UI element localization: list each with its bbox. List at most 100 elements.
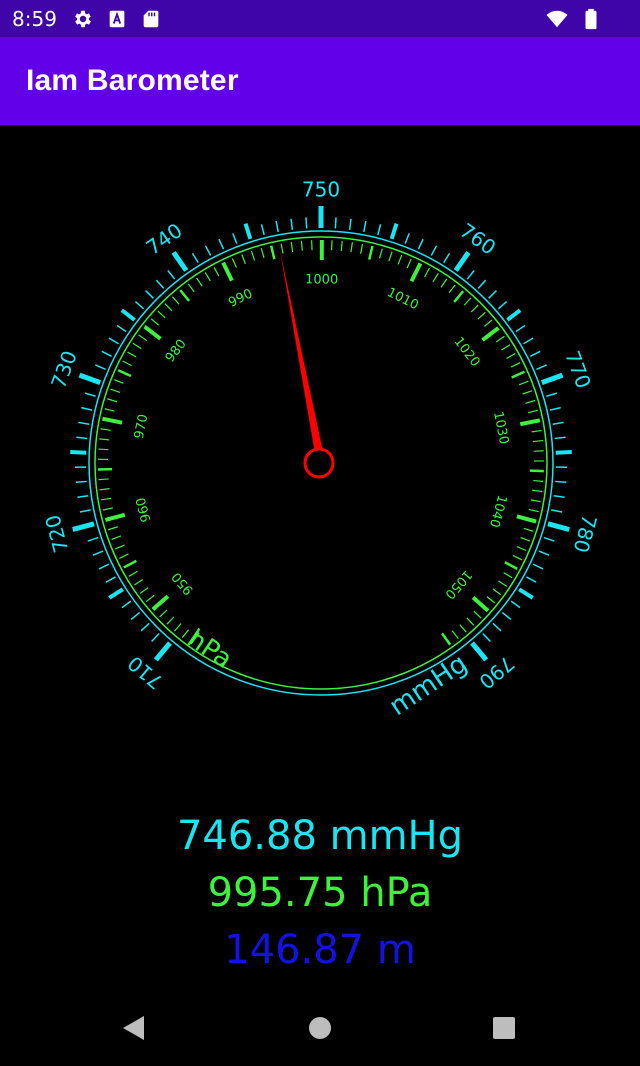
hpa-tick bbox=[424, 267, 430, 278]
hpa-tick-label: 980 bbox=[163, 337, 190, 366]
mmhg-tick bbox=[232, 233, 238, 244]
mmhg-tick bbox=[305, 217, 308, 229]
hpa-tick bbox=[512, 554, 523, 561]
hpa-tick bbox=[525, 399, 536, 404]
hpa-tick bbox=[102, 416, 123, 425]
hpa-tick-label: 990 bbox=[226, 286, 255, 310]
hpa-tick bbox=[368, 245, 374, 260]
hpa-tick bbox=[492, 588, 502, 596]
hpa-tick bbox=[484, 319, 493, 327]
mmhg-tick bbox=[492, 622, 502, 632]
home-icon[interactable] bbox=[302, 1010, 338, 1046]
hpa-tick bbox=[151, 594, 170, 611]
mmhg-tick bbox=[555, 480, 567, 484]
battery-icon bbox=[585, 8, 597, 30]
mmhg-tick bbox=[540, 372, 564, 385]
mmhg-tick bbox=[348, 218, 352, 230]
mmhg-tick bbox=[538, 550, 550, 556]
mmhg-tick bbox=[76, 436, 88, 440]
mmhg-tick bbox=[552, 421, 564, 425]
hpa-tick bbox=[99, 488, 110, 491]
mmhg-tick bbox=[95, 364, 106, 370]
hpa-unit-label: hPa bbox=[182, 624, 238, 675]
mmhg-tick bbox=[482, 632, 491, 642]
mmhg-tick bbox=[78, 372, 102, 385]
mmhg-tick bbox=[477, 279, 487, 289]
mmhg-tick-label: 770 bbox=[560, 347, 596, 391]
needle-hub bbox=[303, 447, 335, 479]
mmhg-tick bbox=[70, 450, 87, 455]
hpa-tick bbox=[98, 448, 109, 451]
hpa-tick bbox=[164, 303, 173, 312]
hpa-tick bbox=[432, 272, 439, 283]
hpa-tick bbox=[181, 629, 190, 639]
mmhg-tick bbox=[92, 550, 104, 556]
hpa-tick bbox=[157, 310, 166, 319]
mmhg-tick bbox=[77, 494, 89, 498]
hpa-tick bbox=[532, 439, 543, 443]
wifi-icon bbox=[546, 10, 568, 28]
hpa-tick bbox=[528, 508, 539, 513]
hpa-tick bbox=[530, 499, 541, 503]
hpa-tick bbox=[150, 318, 160, 326]
hpa-tick bbox=[189, 631, 200, 645]
hpa-tick bbox=[221, 261, 234, 282]
hpa-tick bbox=[533, 479, 544, 482]
hpa-tick bbox=[470, 304, 479, 313]
hpa-tick bbox=[471, 595, 490, 613]
mmhg-tick bbox=[101, 350, 112, 357]
hpa-tick bbox=[123, 559, 137, 569]
mmhg-tick bbox=[551, 509, 563, 513]
hpa-tick-label: 1050 bbox=[442, 567, 475, 602]
hpa-tick bbox=[495, 335, 505, 343]
hpa-tick bbox=[448, 284, 456, 294]
hpa-tick bbox=[504, 561, 518, 570]
mmhg-tick bbox=[497, 301, 508, 310]
hpa-tick bbox=[99, 438, 110, 441]
mmhg-tick bbox=[81, 406, 93, 411]
hpa-tick bbox=[166, 616, 175, 625]
mmhg-tick bbox=[260, 224, 265, 236]
hpa-tick bbox=[100, 428, 111, 431]
mmhg-tick bbox=[167, 270, 176, 280]
mmhg-tick bbox=[506, 308, 522, 322]
hpa-tick bbox=[397, 254, 403, 265]
mmhg-tick bbox=[488, 290, 497, 299]
pressure-needle bbox=[279, 248, 323, 450]
recents-icon[interactable] bbox=[486, 1010, 522, 1046]
hpa-tick bbox=[280, 243, 284, 254]
hpa-tick-label: 970 bbox=[132, 413, 152, 440]
hpa-tick bbox=[213, 267, 220, 277]
mmhg-tick bbox=[98, 563, 110, 570]
mmhg-tick bbox=[120, 308, 136, 322]
back-icon[interactable] bbox=[116, 1010, 152, 1046]
hpa-tick bbox=[98, 478, 109, 481]
mmhg-tick-label: 750 bbox=[302, 178, 340, 202]
sd-card-icon bbox=[143, 10, 159, 28]
mmhg-tick bbox=[75, 480, 87, 484]
hpa-tick bbox=[128, 570, 138, 577]
mmhg-tick bbox=[417, 238, 424, 250]
mmhg-tick bbox=[530, 350, 541, 357]
hpa-tick bbox=[481, 326, 500, 342]
mmhg-tick-label: 720 bbox=[40, 512, 73, 555]
mmhg-tick bbox=[501, 611, 512, 621]
hpa-tick bbox=[250, 250, 256, 261]
hpa-tick-label: 960 bbox=[134, 496, 155, 524]
mmhg-tick bbox=[105, 576, 116, 583]
pressure-hpa-readout: 995.75 hPa bbox=[207, 870, 433, 916]
hpa-tick bbox=[516, 514, 537, 524]
hpa-tick-label: 950 bbox=[169, 569, 197, 598]
mmhg-tick bbox=[243, 223, 253, 240]
mmhg-tick bbox=[204, 245, 212, 256]
hpa-tick bbox=[108, 526, 118, 531]
mmhg-scale-ticks bbox=[70, 206, 572, 696]
hpa-tick bbox=[527, 409, 538, 414]
hpa-tick bbox=[451, 630, 459, 640]
hpa-tick bbox=[531, 429, 542, 433]
hpa-tick bbox=[134, 579, 144, 586]
hpa-tick bbox=[111, 535, 122, 540]
mmhg-tick bbox=[151, 632, 160, 642]
status-icons-right bbox=[546, 8, 602, 30]
